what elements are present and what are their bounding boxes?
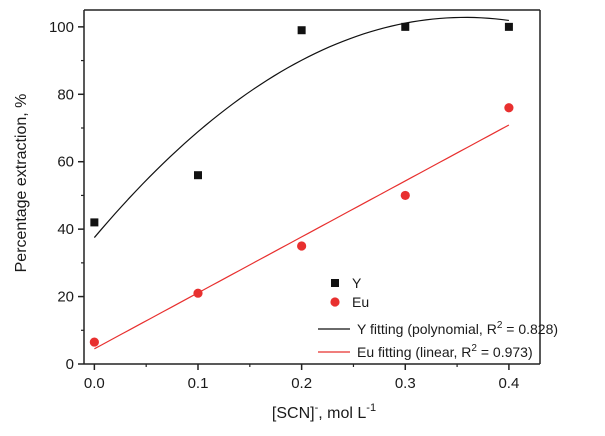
point-eu bbox=[504, 103, 514, 113]
legend-label-eu: Eu bbox=[352, 294, 369, 310]
x-axis-title-unit-superscript: -1 bbox=[366, 402, 376, 414]
legend-marker-eu bbox=[330, 297, 340, 307]
x-tick-label: 0.4 bbox=[498, 375, 519, 392]
x-tick-label: 0.1 bbox=[188, 375, 209, 392]
point-y bbox=[504, 22, 513, 31]
x-tick-label: 0.3 bbox=[395, 375, 416, 392]
legend: Y Eu Y fitting (polynomial, R2 = 0.828) … bbox=[318, 275, 558, 360]
y-tick-label: 100 bbox=[49, 19, 74, 36]
y-fit-curve bbox=[93, 16, 509, 238]
x-axis-title-main: [SCN] bbox=[272, 405, 315, 422]
y-tick-label: 80 bbox=[57, 86, 74, 103]
point-y bbox=[401, 22, 410, 31]
point-y bbox=[194, 171, 202, 180]
data-points bbox=[89, 22, 514, 347]
point-eu bbox=[400, 190, 410, 201]
legend-marker-y bbox=[331, 279, 339, 287]
legend-label-y: Y bbox=[352, 275, 362, 291]
point-eu bbox=[297, 241, 307, 251]
y-axis-title: Percentage extraction, % bbox=[13, 94, 30, 273]
y-tick-label: 40 bbox=[57, 221, 74, 238]
eu-fit-line bbox=[94, 124, 510, 350]
plot-frame bbox=[83, 9, 541, 365]
x-axis-title: [SCN]-, mol L-1 bbox=[272, 402, 376, 422]
point-eu bbox=[89, 337, 99, 347]
point-eu bbox=[193, 288, 203, 298]
x-tick-label: 0.2 bbox=[291, 375, 312, 392]
x-axis-ticks: 0.0 0.1 0.2 0.3 0.4 bbox=[84, 364, 519, 392]
y-tick-label: 0 bbox=[66, 356, 74, 373]
point-y bbox=[90, 218, 99, 227]
legend-label-y-fit: Y fitting (polynomial, R2 = 0.828) bbox=[357, 320, 558, 337]
legend-label-eu-fit: Eu fitting (linear, R2 = 0.973) bbox=[357, 343, 533, 360]
y-axis-ticks: 0 20 40 60 80 100 bbox=[49, 19, 84, 373]
y-tick-label: 60 bbox=[57, 154, 74, 171]
x-axis-title-unit: , mol L bbox=[318, 405, 366, 422]
x-axis-title-superscript: - bbox=[315, 402, 319, 414]
y-tick-label: 20 bbox=[57, 289, 74, 306]
point-y bbox=[297, 26, 306, 35]
x-tick-label: 0.0 bbox=[84, 375, 105, 392]
fit-lines bbox=[93, 16, 510, 350]
